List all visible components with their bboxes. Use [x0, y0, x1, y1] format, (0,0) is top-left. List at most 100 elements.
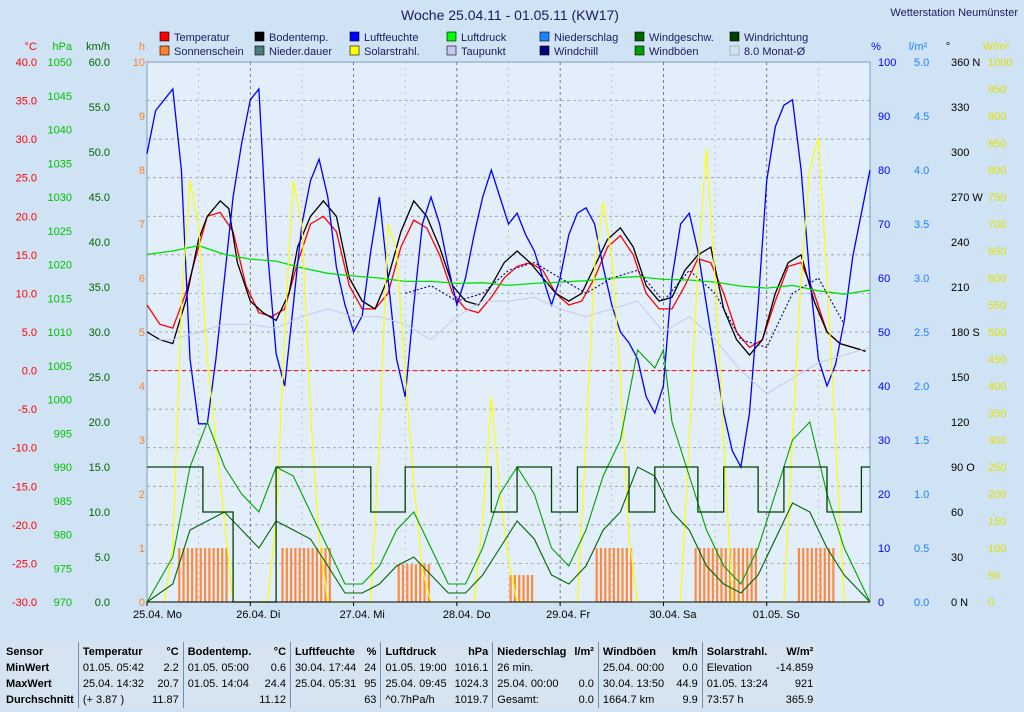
stats-header-unit: l/m²	[570, 642, 599, 660]
sunshine-bar	[724, 548, 727, 602]
legend-label: Windböen	[649, 46, 699, 58]
legend-label: Bodentemp.	[269, 32, 328, 44]
stats-cell-time: Elevation	[701, 660, 772, 676]
stats-cell-value: 0.0	[668, 660, 703, 676]
series-taupunkt	[147, 296, 871, 395]
stats-panel: Sensor Temperatur °C Bodentemp. °C Luftfeucht…	[0, 642, 1024, 712]
legend-swatch	[254, 31, 265, 42]
x-tick-label: 26.04. Di	[236, 609, 280, 621]
solar-axis-tick: 400	[988, 381, 1006, 393]
temp-axis-tick: 0.0	[22, 366, 37, 378]
solar-axis-tick: 250	[988, 462, 1006, 474]
direction-axis-tick: 300	[951, 147, 969, 159]
stats-cell-time: 01.05. 13:24	[701, 676, 772, 692]
humidity-axis-unit: %	[871, 41, 881, 53]
rain-axis-unit: l/m²	[909, 41, 928, 53]
solar-axis-tick: 900	[988, 111, 1006, 123]
wind-axis-tick: 10.0	[89, 507, 110, 519]
sunshine-bar	[203, 548, 207, 602]
sunshine-bar	[216, 548, 220, 602]
stats-cell-value: 11.87	[148, 692, 184, 708]
pressure-axis-tick: 990	[54, 462, 72, 474]
sun-axis-tick: 5	[139, 327, 145, 339]
pressure-axis-tick: 980	[54, 530, 72, 542]
stats-cell-value: 95	[360, 676, 381, 692]
humidity-axis-tick: 0	[878, 597, 884, 609]
legend-label: Sonnenschein	[174, 46, 244, 58]
sunshine-bar	[178, 548, 181, 602]
sunshine-bar	[832, 548, 835, 602]
stats-cell-time	[182, 692, 256, 708]
sunshine-bar	[311, 548, 314, 602]
sunshine-bar	[509, 575, 512, 602]
stats-cell-value: 0.6	[255, 660, 291, 676]
rain-axis-tick: 3.0	[914, 273, 929, 285]
legend-swatch	[539, 45, 550, 56]
legend-label: Windchill	[554, 46, 598, 58]
legend-label: Temperatur	[174, 32, 230, 44]
sun-axis-tick: 10	[133, 57, 145, 69]
legend-swatch	[729, 31, 740, 42]
temp-axis-tick: 30.0	[16, 134, 37, 146]
sunshine-bar	[703, 548, 706, 602]
solar-axis-tick: 600	[988, 273, 1006, 285]
wind-axis-tick: 15.0	[89, 462, 110, 474]
stats-cell-value: 24	[360, 660, 381, 676]
legend-item: Bodentemp.	[254, 31, 328, 44]
legend-checkbox	[729, 45, 740, 56]
pressure-axis-tick: 975	[54, 563, 72, 575]
sunshine-bar	[694, 548, 697, 602]
legend-swatch	[446, 31, 457, 42]
humidity-axis-tick: 60	[878, 273, 890, 285]
sunshine-bar	[531, 575, 534, 602]
sunshine-bar	[212, 548, 215, 602]
sunshine-bar	[199, 548, 202, 602]
temp-axis-tick: -10.0	[12, 443, 37, 455]
stats-row-label: MaxWert	[2, 676, 79, 692]
legend-label: Nieder.dauer	[269, 46, 332, 58]
stats-cell-time: 30.04. 17:44	[290, 660, 361, 676]
direction-axis-tick: 30	[951, 552, 963, 564]
stats-header-label: Windböen	[597, 642, 669, 660]
sunshine-bar	[630, 548, 633, 602]
pressure-axis-tick: 1030	[48, 192, 72, 204]
wind-axis-tick: 25.0	[89, 372, 110, 384]
direction-axis-tick: 270 W	[951, 192, 983, 204]
solar-axis-tick: 300	[988, 435, 1006, 447]
sun-axis-tick: 8	[139, 165, 145, 177]
legend-item: Nieder.dauer	[254, 45, 332, 58]
series-bodentemp-	[146, 199, 866, 357]
sunshine-bar	[720, 548, 723, 602]
legend-item: Taupunkt	[446, 45, 506, 58]
sunshine-bar	[285, 548, 288, 602]
x-tick-label: 25.04. Mo	[133, 609, 182, 621]
legend-item: Windrichtung	[729, 31, 808, 44]
x-tick-label: 30.04. Sa	[649, 609, 697, 621]
temp-axis-tick: -20.0	[12, 520, 37, 532]
stats-cell-value: 0.0	[570, 692, 599, 708]
legend-swatch	[634, 45, 645, 56]
series-temperatur	[146, 211, 866, 352]
stats-header-label: Luftdruck	[380, 642, 451, 660]
stats-header-label: Bodentemp.	[182, 642, 256, 660]
x-tick-label: 27.04. Mi	[340, 609, 385, 621]
stats-header-unit: %	[360, 642, 381, 660]
stats-cell-value: 9.9	[668, 692, 703, 708]
direction-axis-tick: 120	[951, 417, 969, 429]
direction-axis-tick: 90 O	[951, 462, 975, 474]
sunshine-bar	[621, 548, 624, 602]
sunshine-bar	[797, 548, 801, 602]
stats-cell-time: (+ 3.87 )	[77, 692, 149, 708]
legend-label: 8.0 Monat-Ø	[744, 46, 806, 58]
sunshine-bar	[518, 575, 521, 602]
pressure-axis-unit: hPa	[52, 41, 72, 53]
stats-cell-time: 1664.7 km	[597, 692, 669, 708]
sunshine-bar	[298, 548, 301, 602]
sunshine-bar	[746, 548, 749, 602]
sunshine-bar	[733, 548, 736, 602]
stats-cell-time	[290, 692, 361, 708]
stats-row-label: MinWert	[2, 660, 79, 676]
sunshine-bar	[750, 548, 753, 602]
sunshine-bar	[281, 548, 284, 602]
stats-header-label: Niederschlag	[492, 642, 571, 660]
